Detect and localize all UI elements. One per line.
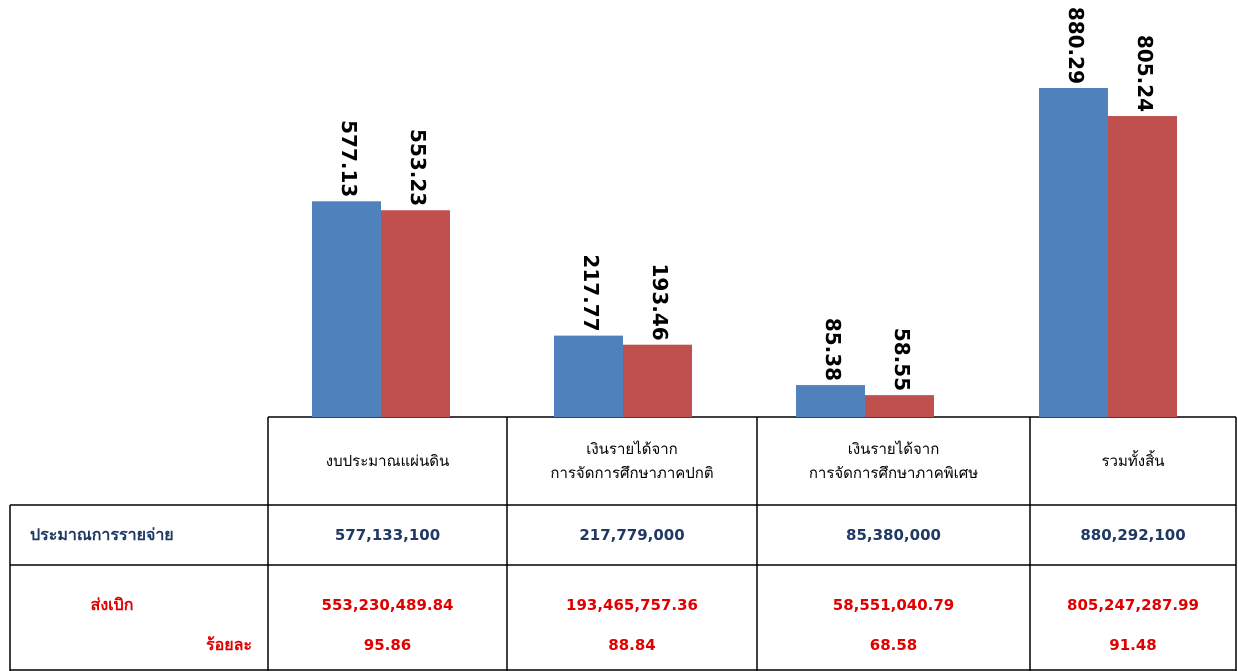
value-label: 217.77 xyxy=(579,254,603,331)
disbursed-value: 805,247,287.99 xyxy=(1067,596,1199,614)
category-label: เงินรายได้จาก การจัดการศึกษาภาคพิเศษ xyxy=(808,440,979,482)
value-label: 58.55 xyxy=(890,328,914,391)
value-label: 805.24 xyxy=(1133,35,1157,112)
bar xyxy=(312,201,381,417)
budget-value: 217,779,000 xyxy=(579,526,685,544)
value-label: 193.46 xyxy=(648,264,672,341)
bar xyxy=(623,344,692,417)
value-label: 85.38 xyxy=(821,318,845,381)
category-label: รวมทั้งสิ้น xyxy=(1101,452,1165,470)
row-label: ส่งเบิก xyxy=(90,595,134,614)
percent-value: 91.48 xyxy=(1109,636,1157,654)
budget-value: 577,133,100 xyxy=(334,526,441,544)
row-label: ประมาณการรายจ่าย xyxy=(30,525,174,544)
percent-value: 95.86 xyxy=(363,636,412,654)
bar xyxy=(1108,116,1177,417)
disbursed-value: 553,230,489.84 xyxy=(321,596,454,614)
percent-value: 88.84 xyxy=(608,636,656,654)
value-label: 880.29 xyxy=(1064,7,1088,84)
category-label: งบประมาณแผ่นดิน xyxy=(325,452,450,470)
bar xyxy=(865,395,934,417)
bar xyxy=(554,335,623,417)
category-label: เงินรายได้จาก การจัดการศึกษาภาคปกติ xyxy=(550,440,714,482)
row-label: ร้อยละ xyxy=(206,635,252,654)
budget-value: 880,292,100 xyxy=(1080,526,1186,544)
disbursed-value: 193,465,757.36 xyxy=(566,596,698,614)
bar xyxy=(1039,88,1108,417)
bar xyxy=(381,210,450,417)
bar xyxy=(796,385,865,417)
value-label: 553.23 xyxy=(406,129,430,206)
disbursed-value: 58,551,040.79 xyxy=(832,596,955,614)
value-label: 577.13 xyxy=(337,120,361,197)
percent-value: 68.58 xyxy=(869,636,918,654)
budget-value: 85,380,000 xyxy=(846,526,941,544)
